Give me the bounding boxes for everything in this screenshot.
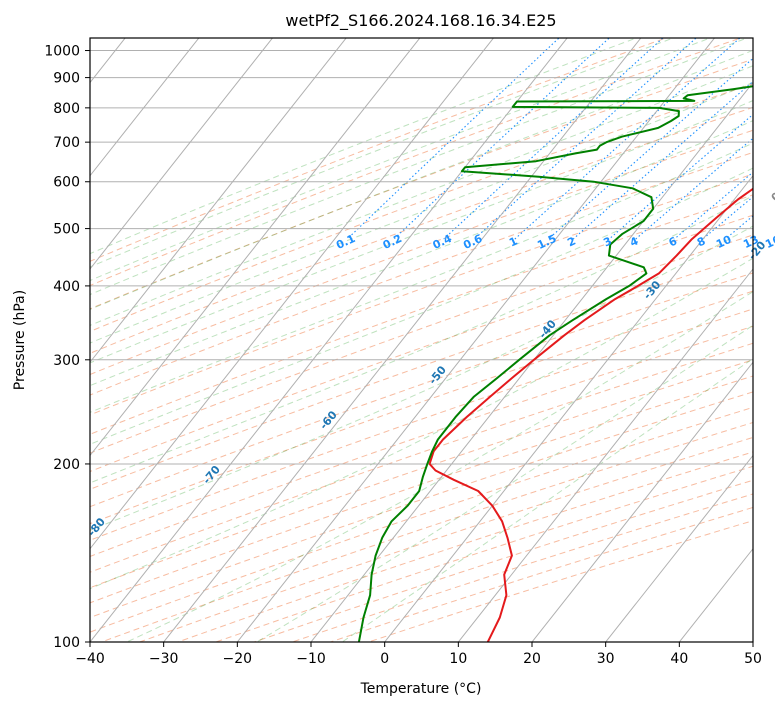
- y-tick-label: 600: [53, 175, 80, 191]
- isotherm: [90, 38, 347, 364]
- isotherm: [678, 547, 753, 642]
- x-axis: −40 −30 −20 −10 0 10 20 30 40 50: [75, 642, 762, 667]
- y-tick-label: 1000: [44, 44, 80, 60]
- profile-line: [357, 85, 753, 642]
- isotherm: [310, 81, 753, 642]
- x-tick-label: 20: [523, 651, 541, 667]
- background-lines: [90, 38, 753, 642]
- moist-adiabat: [90, 225, 753, 531]
- x-tick-label: −10: [296, 651, 326, 667]
- y-tick-label: 500: [53, 222, 80, 238]
- x-tick-label: −20: [223, 651, 253, 667]
- mixing-ratio-label: 13: [741, 233, 760, 251]
- dry-adiabat: [90, 234, 753, 473]
- isotherm: [90, 38, 495, 550]
- series-layer: [357, 85, 753, 642]
- dry-adiabat: [90, 325, 753, 557]
- mixing-ratio-line: [548, 57, 753, 240]
- x-tick-label: 30: [597, 651, 615, 667]
- dry-adiabat: [90, 375, 753, 604]
- y-axis-title: Pressure (hPa): [12, 290, 28, 390]
- isotherm: [90, 38, 200, 177]
- mixing-ratio-line: [572, 80, 753, 240]
- isotherm: [384, 174, 753, 642]
- x-tick-label: 0: [380, 651, 389, 667]
- x-tick-label: −40: [75, 651, 105, 667]
- moist-adiabat: [341, 357, 753, 642]
- x-tick-label: 50: [744, 651, 762, 667]
- dry-adiabat: [90, 83, 753, 333]
- moist-adiabat: [90, 142, 753, 413]
- chart-title: wetPf2_S166.2024.168.16.34.E25: [285, 11, 556, 31]
- moist-adiabat: [90, 257, 753, 590]
- x-axis-title: Temperature (°C): [360, 681, 482, 697]
- dry-adiabat: [90, 290, 753, 525]
- dry-adiabat: [90, 272, 753, 508]
- y-tick-label: 400: [53, 279, 80, 295]
- isotherm: [531, 361, 753, 642]
- x-tick-label: 40: [670, 651, 688, 667]
- y-tick-label: 900: [53, 71, 80, 87]
- isotherm: [90, 38, 421, 457]
- profile-line: [428, 187, 753, 642]
- plot-frame: [89, 37, 754, 643]
- y-tick-label: 100: [53, 635, 80, 651]
- mixing-ratio-label: 10: [714, 233, 734, 251]
- dry-adiabat: [90, 359, 753, 589]
- mixing-ratio-line: [514, 38, 741, 240]
- mixing-ratio-line: [635, 137, 753, 240]
- y-axis: 100 200 300 400 500 600 700 800 900 1000: [44, 44, 90, 651]
- moist-adiabat: [90, 167, 753, 445]
- mixing-ratio-line: [393, 38, 611, 240]
- y-tick-label: 300: [53, 353, 80, 369]
- isotherm: [236, 38, 716, 642]
- y-tick-label: 200: [53, 457, 80, 473]
- mixing-ratio-label: 16: [763, 233, 775, 251]
- moist-adiabat-label: 0: [769, 189, 775, 204]
- isotherm: [163, 38, 642, 642]
- dry-adiabat: [90, 173, 753, 416]
- x-tick-label: 10: [449, 651, 467, 667]
- y-tick-label: 700: [53, 135, 80, 151]
- isotherm: [457, 268, 753, 642]
- isotherm: [90, 38, 568, 642]
- mixing-ratio-line: [473, 38, 697, 240]
- dry-adiabat: [90, 194, 753, 435]
- mixing-ratio-line: [443, 38, 664, 240]
- isotherm: [605, 454, 753, 642]
- isotherm: [90, 38, 274, 270]
- y-tick-label: 800: [53, 101, 80, 117]
- dry-adiabat: [90, 38, 743, 287]
- x-tick-label: −30: [149, 651, 179, 667]
